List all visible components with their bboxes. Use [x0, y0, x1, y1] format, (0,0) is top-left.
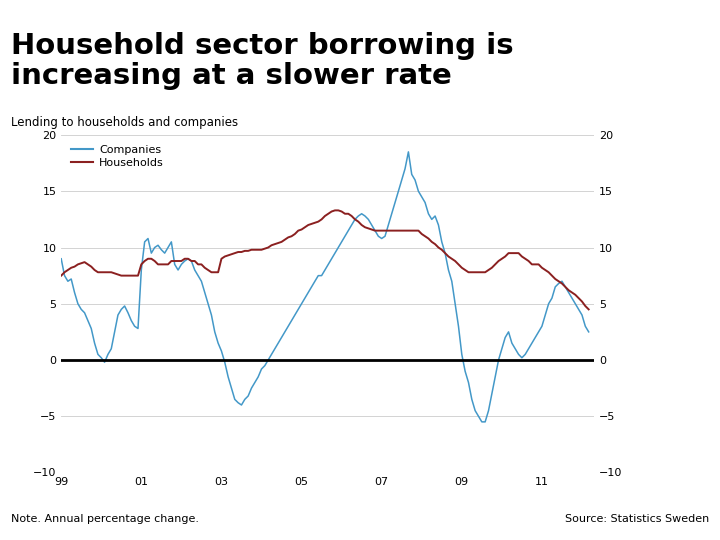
Companies — [477, 418, 486, 425]
Households — [330, 207, 339, 214]
Companies — [585, 329, 593, 335]
Text: Source: Statistics Sweden: Source: Statistics Sweden — [565, 514, 709, 524]
Line: Companies: Companies — [61, 152, 589, 422]
Households — [397, 227, 406, 234]
Line: Households: Households — [61, 211, 589, 309]
Households — [57, 272, 66, 279]
Text: Lending to households and companies: Lending to households and companies — [11, 116, 238, 129]
Companies — [267, 351, 276, 357]
Households — [585, 306, 593, 313]
Households — [204, 267, 212, 273]
Households — [227, 251, 235, 258]
Companies — [508, 340, 516, 346]
Text: RIKSBANK: RIKSBANK — [624, 50, 676, 59]
Companies — [394, 188, 402, 194]
Companies — [404, 148, 413, 155]
Text: Household sector borrowing is
increasing at a slower rate: Household sector borrowing is increasing… — [11, 32, 513, 90]
Text: Note. Annual percentage change.: Note. Annual percentage change. — [11, 514, 199, 524]
Companies — [57, 255, 66, 262]
Text: SVERIGES: SVERIGES — [625, 23, 675, 32]
Companies — [204, 300, 212, 307]
Households — [444, 253, 453, 260]
Households — [504, 250, 513, 256]
Legend: Companies, Households: Companies, Households — [67, 140, 168, 173]
Companies — [227, 385, 235, 392]
Companies — [444, 267, 453, 273]
Households — [267, 242, 276, 248]
